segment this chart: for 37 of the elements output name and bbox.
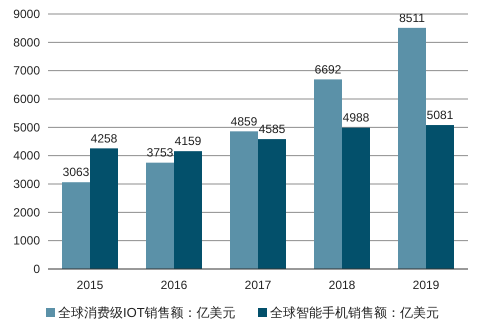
bar <box>342 128 370 269</box>
x-tick-label: 2017 <box>244 278 272 292</box>
y-tick-label: 7000 <box>13 64 40 78</box>
data-label: 5081 <box>426 108 454 122</box>
bar <box>174 151 202 269</box>
y-tick-label: 6000 <box>13 92 40 106</box>
data-label: 6692 <box>314 62 342 76</box>
bar <box>90 148 118 269</box>
x-tick-label: 2016 <box>160 278 188 292</box>
data-label: 4859 <box>230 114 258 128</box>
y-tick-label: 1000 <box>13 234 40 248</box>
y-tick-label: 5000 <box>13 120 40 134</box>
y-tick-label: 0 <box>33 262 40 276</box>
y-tick-label: 4000 <box>13 148 40 163</box>
bar <box>230 131 258 269</box>
legend-label: 全球消费级IOT销售额：亿美元 <box>58 305 236 320</box>
data-label: 4988 <box>342 110 370 125</box>
data-label: 3063 <box>62 165 90 180</box>
bar <box>62 182 90 269</box>
y-tick-label: 8000 <box>13 35 40 50</box>
bar <box>314 79 342 269</box>
bar <box>146 162 174 269</box>
data-label: 8511 <box>399 10 426 25</box>
bar <box>426 125 454 269</box>
bar <box>398 28 426 269</box>
y-tick-label: 9000 <box>13 7 40 21</box>
data-label: 4585 <box>258 122 286 136</box>
bar <box>258 139 286 269</box>
y-tick-label: 2000 <box>13 205 40 220</box>
legend-label: 全球智能手机销售额：亿美元 <box>270 305 439 320</box>
y-tick-label: 3000 <box>13 177 40 191</box>
data-label: 4159 <box>174 134 202 148</box>
data-label: 3753 <box>146 146 174 160</box>
x-tick-label: 2018 <box>328 278 356 292</box>
x-tick-label: 2019 <box>412 278 440 292</box>
x-tick-label: 2015 <box>76 278 104 292</box>
data-label: 4258 <box>90 131 118 146</box>
